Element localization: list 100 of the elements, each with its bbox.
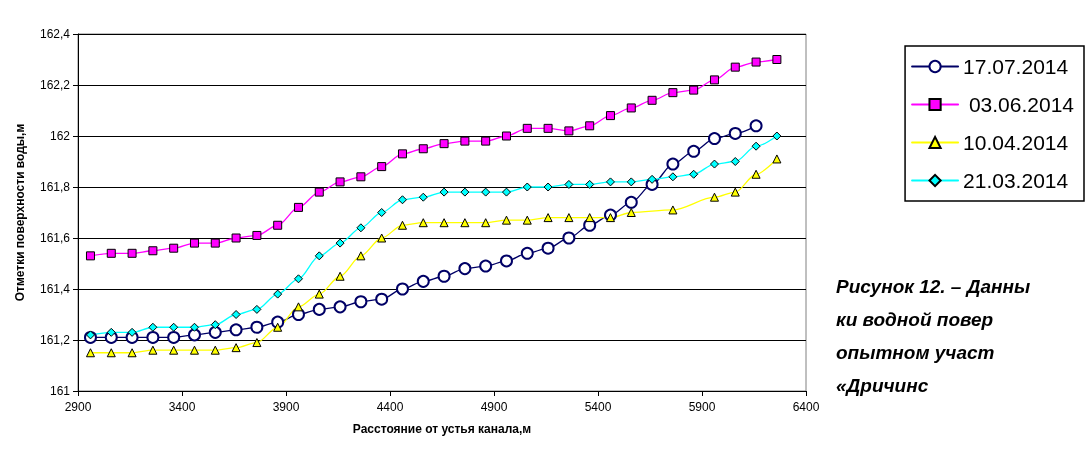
point bbox=[377, 233, 387, 243]
point bbox=[418, 192, 428, 202]
point bbox=[252, 230, 262, 240]
point bbox=[293, 302, 303, 312]
point bbox=[772, 55, 782, 64]
point bbox=[106, 327, 116, 337]
legend-label: 21.03.2014 bbox=[963, 169, 1069, 192]
legend-label: 03.06.2014 bbox=[963, 93, 1075, 116]
point bbox=[148, 246, 158, 256]
point bbox=[499, 254, 513, 268]
point bbox=[85, 251, 95, 261]
point bbox=[605, 111, 615, 121]
point bbox=[127, 327, 137, 337]
point bbox=[772, 131, 782, 141]
point bbox=[501, 215, 511, 225]
point bbox=[749, 119, 763, 133]
point bbox=[751, 141, 761, 151]
point bbox=[458, 262, 472, 276]
x-axis-title: Расстояние от устья канала,м bbox=[352, 422, 532, 436]
point bbox=[564, 126, 574, 136]
point bbox=[522, 215, 532, 225]
point bbox=[709, 192, 719, 202]
point bbox=[543, 123, 553, 133]
point bbox=[730, 187, 740, 197]
point bbox=[707, 132, 721, 146]
point bbox=[668, 88, 678, 98]
point bbox=[626, 208, 636, 217]
point bbox=[709, 75, 719, 85]
point bbox=[481, 136, 491, 146]
point bbox=[439, 139, 449, 149]
point bbox=[439, 187, 449, 197]
point bbox=[585, 121, 595, 131]
point bbox=[273, 220, 283, 230]
x-tick-label: 6400 bbox=[792, 400, 820, 414]
x-tick-label: 4900 bbox=[480, 400, 508, 414]
point bbox=[169, 322, 179, 332]
point bbox=[252, 338, 262, 348]
point bbox=[730, 157, 740, 166]
y-tick-label: 162,4 bbox=[39, 27, 71, 41]
point bbox=[437, 269, 451, 283]
point bbox=[273, 322, 283, 332]
point bbox=[520, 246, 534, 260]
point bbox=[395, 282, 409, 296]
point bbox=[356, 251, 366, 261]
point bbox=[293, 202, 303, 212]
point bbox=[293, 274, 303, 284]
point bbox=[252, 304, 262, 314]
x-tick-label: 5400 bbox=[584, 400, 612, 414]
point bbox=[709, 159, 719, 169]
point bbox=[668, 172, 678, 182]
point bbox=[335, 238, 345, 248]
point bbox=[481, 218, 491, 228]
point bbox=[772, 154, 782, 164]
point bbox=[146, 330, 160, 344]
point bbox=[626, 177, 636, 187]
point bbox=[501, 187, 511, 197]
point bbox=[728, 126, 742, 140]
point bbox=[730, 62, 740, 72]
point bbox=[522, 123, 532, 133]
point bbox=[689, 85, 699, 95]
point bbox=[106, 348, 116, 358]
point bbox=[231, 343, 241, 353]
point bbox=[210, 345, 220, 355]
point bbox=[647, 174, 657, 184]
point bbox=[418, 144, 428, 154]
point bbox=[562, 231, 576, 245]
point bbox=[356, 172, 366, 182]
y-tick-label: 161,6 bbox=[39, 231, 71, 245]
point bbox=[189, 322, 199, 332]
point bbox=[314, 251, 324, 261]
point bbox=[564, 213, 574, 223]
point bbox=[231, 310, 241, 319]
point bbox=[479, 259, 493, 273]
point bbox=[189, 238, 199, 248]
x-tick-label: 4400 bbox=[376, 400, 404, 414]
point bbox=[751, 169, 761, 179]
point bbox=[335, 271, 345, 281]
point bbox=[543, 213, 553, 223]
point bbox=[106, 248, 116, 258]
y-tick-label: 161,4 bbox=[39, 282, 71, 296]
point bbox=[460, 136, 470, 146]
point bbox=[377, 208, 387, 217]
point bbox=[543, 182, 553, 192]
point bbox=[397, 195, 407, 205]
legend-label: 17.07.2014 bbox=[963, 55, 1069, 78]
point bbox=[605, 213, 615, 223]
point bbox=[666, 157, 680, 171]
point bbox=[356, 223, 366, 233]
y-tick-label: 162 bbox=[49, 129, 71, 143]
point bbox=[314, 289, 324, 299]
point bbox=[85, 330, 95, 340]
point bbox=[397, 149, 407, 159]
point bbox=[127, 248, 137, 258]
x-tick-label: 3400 bbox=[168, 400, 196, 414]
point bbox=[647, 95, 657, 105]
point bbox=[312, 302, 326, 316]
point bbox=[354, 295, 368, 309]
point bbox=[585, 213, 595, 223]
y-tick-label: 162,2 bbox=[39, 78, 71, 92]
point bbox=[522, 182, 532, 192]
